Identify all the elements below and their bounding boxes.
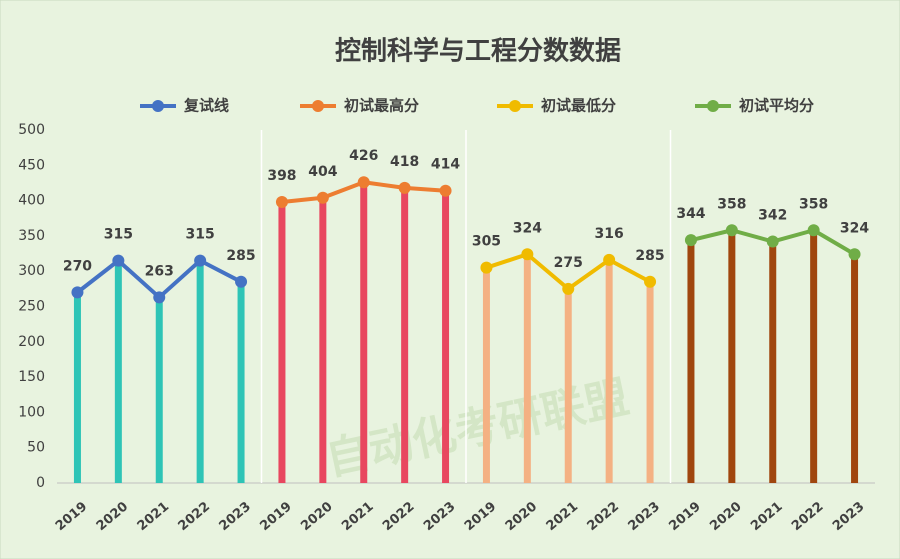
- y-tick-label: 0: [36, 475, 45, 491]
- data-label: 358: [717, 196, 746, 212]
- data-label: 270: [63, 258, 92, 274]
- bar: [769, 241, 777, 483]
- data-label: 358: [799, 196, 828, 212]
- data-label: 404: [308, 164, 337, 180]
- bar: [360, 182, 368, 483]
- marker: [766, 235, 779, 248]
- bar: [851, 254, 859, 483]
- marker: [644, 275, 657, 288]
- data-label: 305: [472, 234, 501, 250]
- legend-marker: [152, 100, 164, 112]
- data-label: 275: [554, 255, 583, 271]
- y-tick-label: 450: [18, 157, 45, 173]
- data-label: 426: [349, 148, 378, 164]
- data-label: 398: [267, 168, 296, 184]
- legend-label: 初试最高分: [344, 97, 419, 115]
- legend-label: 复试线: [183, 97, 229, 115]
- data-label: 324: [513, 220, 542, 236]
- data-label: 324: [840, 220, 869, 236]
- legend-marker: [312, 100, 324, 112]
- chart-title: 控制科学与工程分数数据: [335, 36, 621, 67]
- marker: [480, 261, 493, 274]
- legend-label: 初试最低分: [541, 97, 616, 115]
- y-tick-label: 500: [18, 122, 45, 138]
- bar: [728, 230, 736, 483]
- data-label: 342: [758, 208, 787, 224]
- bar: [401, 187, 409, 483]
- bar: [564, 288, 572, 483]
- data-label: 285: [226, 248, 255, 264]
- marker: [848, 248, 861, 261]
- marker: [275, 196, 288, 209]
- data-label: 316: [595, 226, 624, 242]
- bar: [73, 292, 81, 483]
- y-tick-label: 150: [18, 369, 45, 385]
- bar: [646, 281, 654, 483]
- bar: [114, 260, 122, 483]
- bar: [687, 240, 695, 483]
- bar: [196, 260, 204, 483]
- data-label: 414: [431, 157, 460, 173]
- bar: [442, 190, 450, 483]
- y-tick-label: 350: [18, 228, 45, 244]
- data-label: 418: [390, 154, 419, 170]
- marker: [153, 291, 166, 304]
- bar: [605, 259, 613, 483]
- marker: [357, 176, 370, 189]
- legend-label: 初试平均分: [739, 97, 814, 115]
- marker: [521, 248, 534, 261]
- bar: [810, 230, 818, 483]
- legend-marker: [509, 100, 521, 112]
- marker: [316, 191, 329, 204]
- marker: [194, 254, 207, 267]
- y-tick-label: 250: [18, 299, 45, 315]
- marker: [71, 286, 84, 299]
- bar: [523, 254, 531, 483]
- y-tick-label: 200: [18, 334, 45, 350]
- marker: [603, 253, 616, 266]
- bar: [155, 297, 163, 483]
- y-tick-label: 100: [18, 404, 45, 420]
- bar: [482, 267, 490, 483]
- marker: [398, 181, 411, 194]
- y-tick-label: 300: [18, 263, 45, 279]
- data-label: 315: [104, 227, 133, 243]
- data-label: 315: [186, 227, 215, 243]
- bar: [237, 281, 245, 483]
- marker: [725, 224, 738, 237]
- marker: [807, 224, 820, 237]
- marker: [562, 282, 575, 295]
- marker: [439, 184, 452, 197]
- marker: [684, 234, 697, 247]
- data-label: 285: [635, 248, 664, 264]
- y-tick-label: 50: [27, 440, 45, 456]
- legend-marker: [707, 100, 719, 112]
- data-label: 263: [145, 263, 174, 279]
- bar: [278, 202, 286, 483]
- data-label: 344: [676, 206, 705, 222]
- marker: [112, 254, 125, 267]
- y-tick-label: 400: [18, 193, 45, 209]
- bar: [319, 197, 327, 483]
- marker: [235, 275, 248, 288]
